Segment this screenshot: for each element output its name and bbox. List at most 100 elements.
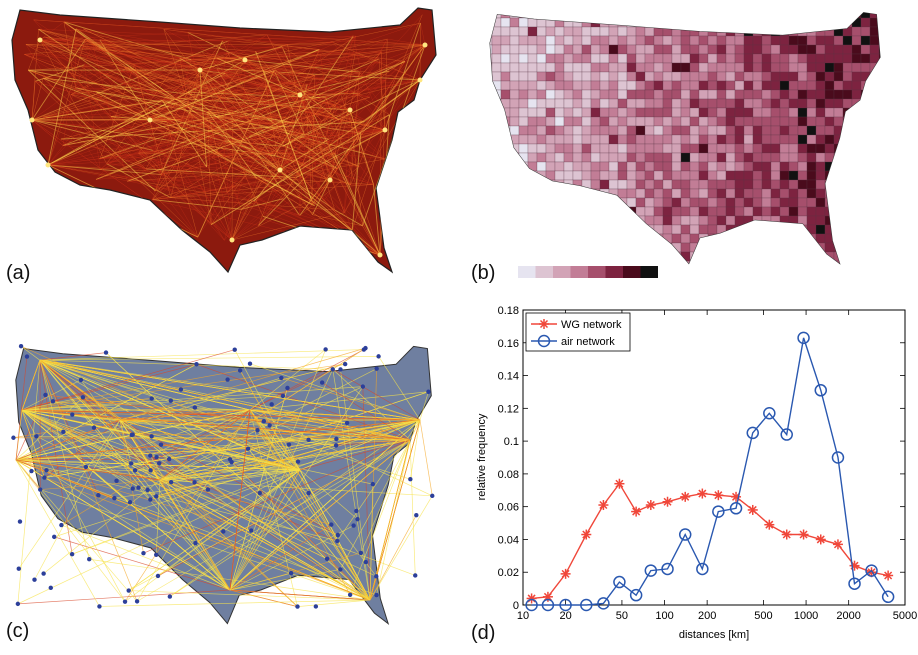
colorbar-swatch <box>553 266 571 278</box>
airport-node <box>296 459 300 463</box>
y-tick-label: 0.1 <box>504 436 519 448</box>
airport-node <box>249 528 253 532</box>
x-tick-label: 500 <box>754 610 772 622</box>
airport-node <box>49 586 53 590</box>
plot-frame <box>523 310 905 605</box>
airport-node <box>329 522 333 526</box>
data-point <box>799 530 809 540</box>
airport-node <box>70 552 74 556</box>
legend: WG network air network <box>526 313 630 351</box>
airport-node <box>225 377 229 381</box>
airport-node <box>413 573 417 577</box>
airport-node <box>17 567 21 571</box>
panel-c-label: (c) <box>6 620 29 643</box>
airport-node <box>42 475 46 479</box>
airport-node <box>306 491 310 495</box>
airport-node <box>133 468 137 472</box>
colorbar-swatch <box>518 266 536 278</box>
hub-node <box>328 178 333 183</box>
x-tick-label: 1000 <box>794 610 818 622</box>
airport-node <box>169 480 173 484</box>
hub-node <box>278 168 283 173</box>
airport-node <box>104 350 108 354</box>
airport-node <box>289 571 293 575</box>
airport-node <box>355 517 359 521</box>
airport-node <box>87 557 91 561</box>
airport-node <box>374 574 378 578</box>
panel-b: (b) <box>459 0 918 290</box>
airport-node <box>131 486 135 490</box>
airport-node <box>194 362 198 366</box>
y-tick-label: 0.16 <box>498 338 519 350</box>
colorbar-swatch <box>571 266 589 278</box>
data-point <box>646 500 656 510</box>
y-tick-label: 0.08 <box>498 469 519 481</box>
airport-node <box>61 430 65 434</box>
panel-c: (c) <box>0 300 459 650</box>
y-tick-label: 0 <box>513 600 519 612</box>
panel-a: (a) <box>0 0 459 290</box>
airport-node <box>148 468 152 472</box>
airport-node <box>374 366 378 370</box>
y-tick-label: 0.02 <box>498 567 519 579</box>
colorbar-swatch <box>606 266 624 278</box>
airport-node <box>167 457 171 461</box>
airport-node <box>128 500 132 504</box>
colorbar-swatch <box>588 266 606 278</box>
hub-node <box>243 58 248 63</box>
airport-node <box>255 428 259 432</box>
airport-node <box>229 460 233 464</box>
airport-node <box>306 438 310 442</box>
airport-node <box>192 480 196 484</box>
airport-node <box>376 354 380 358</box>
airport-node <box>354 509 358 513</box>
airport-node <box>331 367 335 371</box>
airport-node <box>154 494 158 498</box>
airport-node <box>114 479 118 483</box>
airport-node <box>320 380 324 384</box>
x-tick-label: 200 <box>698 610 716 622</box>
airport-node <box>364 560 368 564</box>
airport-node <box>338 367 342 371</box>
panel-b-county-choropleth <box>459 0 918 290</box>
airport-node <box>84 465 88 469</box>
airport-node <box>361 384 365 388</box>
hub-node <box>198 68 203 73</box>
airport-node <box>336 533 340 537</box>
airport-node <box>287 442 291 446</box>
airport-node <box>338 567 342 571</box>
y-axis-label: relative frequency <box>476 413 488 500</box>
airport-node <box>221 529 225 533</box>
airport-node <box>123 599 127 603</box>
airport-node <box>374 593 378 597</box>
panel-b-label: (b) <box>471 262 495 285</box>
hub-node <box>383 128 388 133</box>
hub-node <box>148 118 153 123</box>
airport-node <box>267 423 271 427</box>
airport-node <box>126 588 130 592</box>
airport-node <box>314 604 318 608</box>
airport-node <box>168 594 172 598</box>
airport-node <box>408 477 412 481</box>
airport-node <box>169 399 173 403</box>
airport-node <box>351 523 355 527</box>
airport-node <box>179 387 183 391</box>
airport-node <box>150 396 154 400</box>
airport-node <box>51 399 55 403</box>
airport-node <box>159 442 163 446</box>
airport-node <box>269 402 273 406</box>
airport-node <box>41 571 45 575</box>
panel-a-network-map <box>0 0 459 290</box>
airport-node <box>238 368 242 372</box>
airport-node <box>129 461 133 465</box>
airport-node <box>248 362 252 366</box>
panel-d-label: (d) <box>471 622 495 645</box>
airport-node <box>136 485 140 489</box>
hub-node <box>348 108 353 113</box>
hub-node <box>38 38 43 43</box>
airport-node <box>43 393 47 397</box>
airport-node <box>148 453 152 457</box>
panel-c-air-network-map <box>0 300 459 650</box>
airport-node <box>414 513 418 517</box>
